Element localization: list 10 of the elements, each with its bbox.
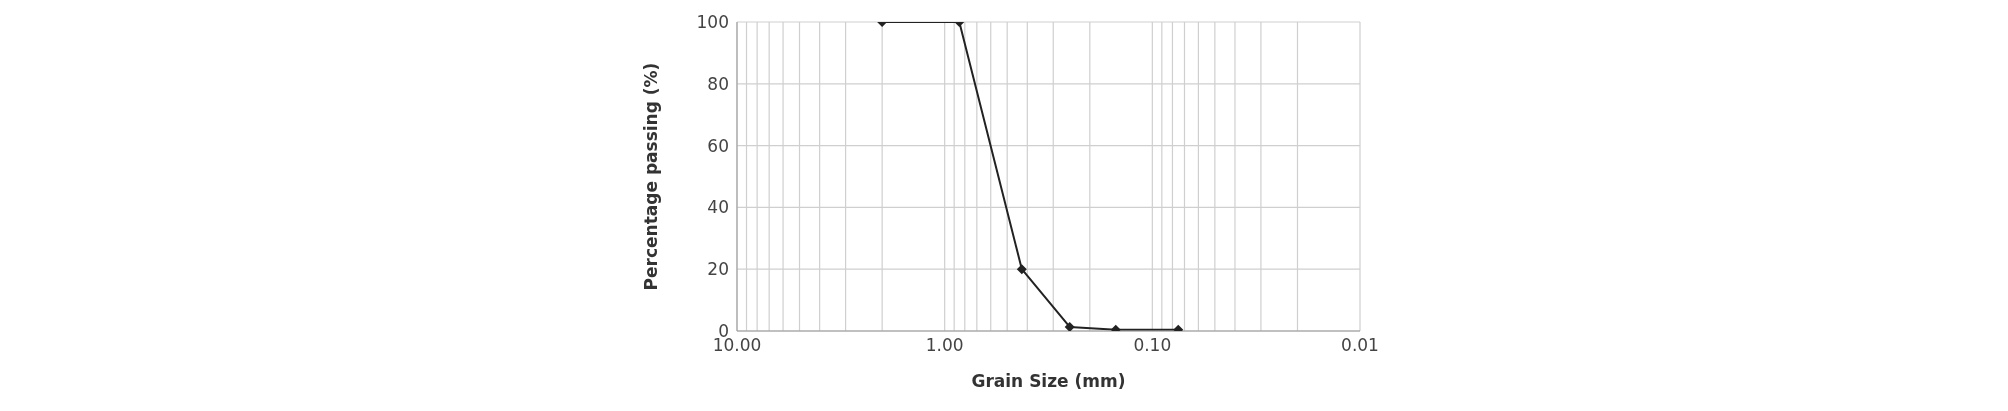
- x-axis-title: Grain Size (mm): [971, 371, 1126, 391]
- x-tick-label: 0.10: [1133, 335, 1172, 356]
- y-tick-label: 20: [707, 259, 729, 280]
- y-tick-label: 80: [707, 73, 729, 94]
- y-tick-label: 60: [707, 135, 729, 156]
- y-tick-label: 100: [696, 12, 729, 33]
- x-tick-label: 0.01: [1341, 335, 1379, 356]
- x-tick-label: 1.00: [925, 335, 964, 356]
- y-axis-title: Percentage passing (%): [641, 62, 662, 291]
- y-tick-label: 40: [707, 197, 729, 218]
